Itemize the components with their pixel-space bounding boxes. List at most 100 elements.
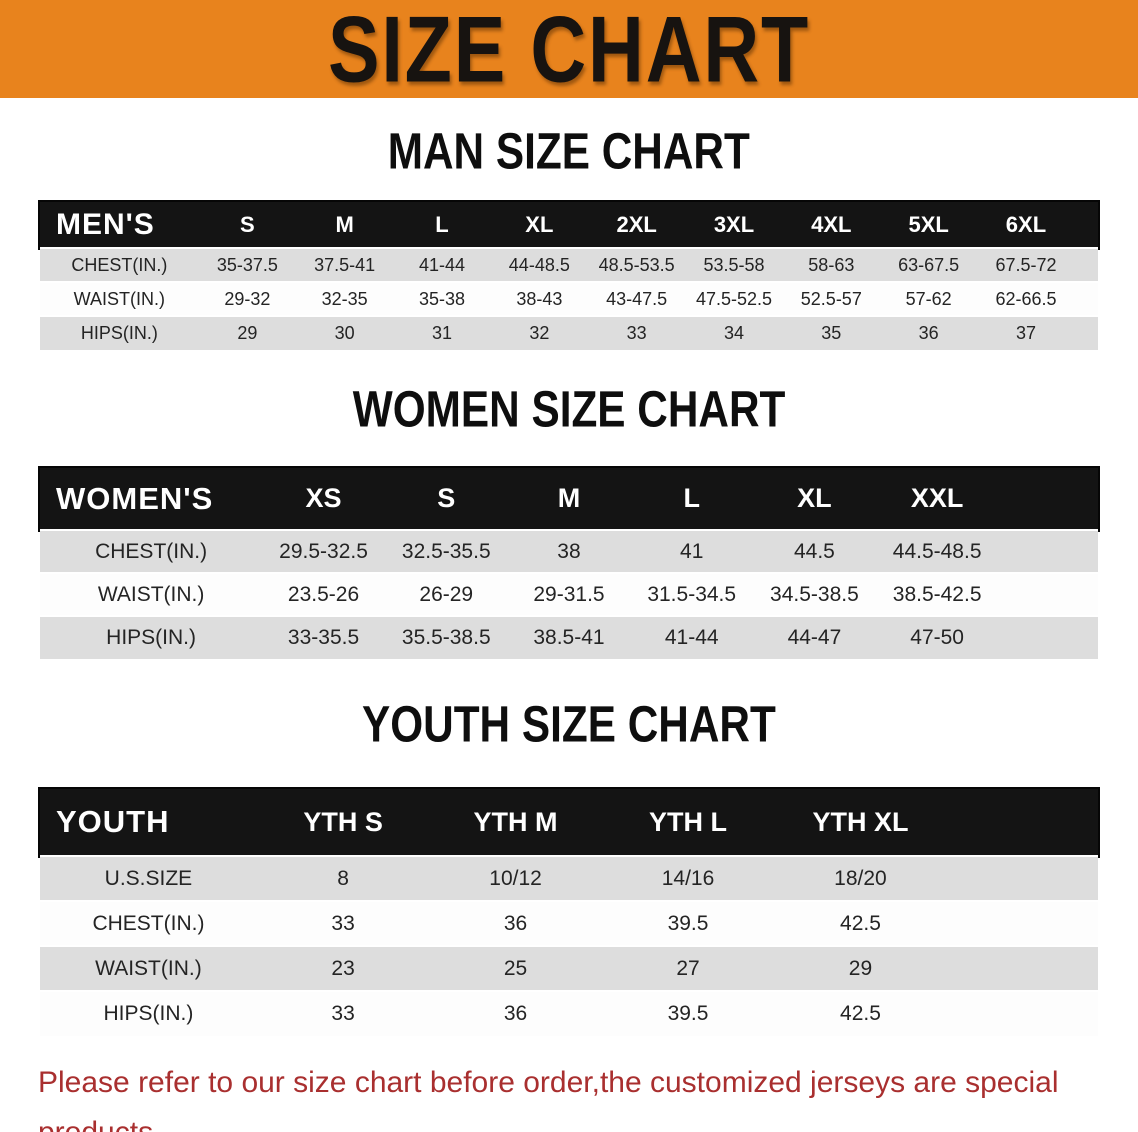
measure-value-cell: 38	[557, 539, 581, 563]
size-header-cell: YTH L	[649, 806, 727, 837]
measure-value-cell: 41	[680, 539, 704, 563]
measure-value-cell: 43-47.5	[606, 288, 668, 309]
measure-value-cell: 38.5-41	[533, 626, 605, 649]
measure-value-cell: 31.5-34.5	[647, 582, 737, 606]
measure-label-cell: WAIST(IN.)	[73, 288, 165, 309]
measure-label-cell: CHEST(IN.)	[95, 539, 208, 563]
measure-value-cell: 44.5-48.5	[892, 539, 982, 563]
size-header-cell: XXL	[910, 483, 964, 513]
measure-value-cell: 47.5-52.5	[695, 288, 773, 309]
measure-row: U.S.SIZE 8 10/12 14/16 18/20	[40, 856, 1098, 901]
measure-value-cell: 37.5-41	[314, 254, 376, 275]
disclaimer-text: Please refer to our size chart before or…	[38, 1058, 1138, 1132]
measure-row: WAIST(IN.) 23.5-26 26-29 29-31.5 31.5-34.5 34…	[40, 573, 1098, 616]
measure-value-cell: 35.5-38.5	[401, 626, 491, 649]
men-size-table: MEN'S S M L XL 2XL 3XL 4XL 5XL 6XL CHEST(IN.) 35-37…	[40, 202, 1098, 350]
size-header-cell: L	[683, 483, 700, 513]
measure-value-cell: 29-32	[224, 288, 271, 309]
table-title-cell: MEN'S	[56, 207, 155, 241]
table-title-cell: YOUTH	[56, 804, 170, 839]
measure-value-cell: 32-35	[321, 288, 368, 309]
measure-label-cell: U.S.SIZE	[104, 866, 193, 890]
row-spacer-cell	[999, 530, 1099, 573]
header-spacer-cell	[999, 468, 1099, 530]
header-row: MEN'S S M L XL 2XL 3XL 4XL 5XL 6XL	[40, 202, 1098, 248]
measure-value-cell: 29	[848, 956, 873, 980]
man-size-section: MAN SIZE CHART MEN'S S M L XL 2XL 3XL 4XL 5XL 6XL…	[0, 98, 1138, 350]
measure-value-cell: 53.5-58	[703, 254, 765, 275]
measure-value-cell: 37	[1015, 323, 1036, 343]
measure-value-cell: 35	[821, 323, 842, 343]
measure-label-cell: WAIST(IN.)	[97, 582, 205, 606]
youth-size-table: YOUTH YTH S YTH M YTH L YTH XL U.S.SIZE 8 10/12…	[40, 789, 1098, 1036]
measure-value-cell: 42.5	[840, 1002, 881, 1025]
row-spacer-cell	[999, 616, 1099, 659]
measure-label-cell: CHEST(IN.)	[71, 254, 168, 275]
size-header-cell: 5XL	[908, 211, 949, 237]
header-spacer-cell	[1075, 202, 1098, 248]
size-header-cell: YTH M	[473, 806, 558, 837]
measure-value-cell: 38-43	[516, 288, 563, 309]
women-size-section: WOMEN SIZE CHART WOMEN'S XS S M L XL XXL CHEST(…	[0, 350, 1138, 659]
measure-value-cell: 52.5-57	[800, 288, 862, 309]
measure-value-cell: 36	[503, 911, 528, 935]
measure-value-cell: 39.5	[667, 1002, 709, 1025]
measure-value-cell: 31	[431, 323, 453, 343]
row-spacer-cell	[999, 573, 1099, 616]
measure-row: CHEST(IN.) 35-37.5 37.5-41 41-44 44-48.5 48.5…	[40, 248, 1098, 282]
row-spacer-cell	[947, 901, 1098, 946]
measure-label-cell: CHEST(IN.)	[92, 911, 205, 935]
size-header-cell: XS	[305, 483, 342, 513]
measure-value-cell: 8	[337, 866, 349, 890]
measure-value-cell: 25	[503, 956, 528, 980]
measure-value-cell: 26-29	[419, 582, 474, 606]
row-spacer-cell	[1075, 248, 1098, 282]
size-header-cell: 3XL	[713, 211, 755, 237]
measure-row: WAIST(IN.) 23 25 27 29	[40, 946, 1098, 991]
measure-label-cell: HIPS(IN.)	[103, 1002, 194, 1025]
measure-label-cell: HIPS(IN.)	[106, 626, 197, 649]
measure-value-cell: 29-31.5	[533, 582, 605, 606]
measure-value-cell: 29	[237, 323, 258, 343]
measure-value-cell: 34.5-38.5	[770, 582, 859, 606]
row-spacer-cell	[1075, 316, 1098, 350]
measure-value-cell: 14/16	[661, 866, 715, 890]
row-spacer-cell	[947, 991, 1098, 1036]
measure-value-cell: 34	[723, 323, 744, 343]
man-size-heading: MAN SIZE CHART	[387, 122, 751, 180]
measure-row: CHEST(IN.) 29.5-32.5 32.5-35.5 38 41 44.5 44.5…	[40, 530, 1098, 573]
size-header-cell: 4XL	[811, 211, 852, 237]
size-header-cell: XL	[525, 211, 554, 237]
measure-value-cell: 44-48.5	[508, 254, 570, 275]
measure-value-cell: 58-63	[808, 254, 855, 275]
measure-label-cell: WAIST(IN.)	[95, 956, 202, 980]
measure-value-cell: 33	[626, 323, 647, 343]
measure-value-cell: 32.5-35.5	[401, 539, 491, 563]
size-header-cell: YTH XL	[812, 806, 909, 837]
measure-value-cell: 62-66.5	[995, 288, 1057, 309]
size-header-cell: S	[437, 483, 456, 513]
measure-value-cell: 57-62	[905, 288, 952, 309]
measure-row: WAIST(IN.) 29-32 32-35 35-38 38-43 43-47.5 47.…	[40, 282, 1098, 316]
measure-row: HIPS(IN.) 33 36 39.5 42.5	[40, 991, 1098, 1036]
measure-value-cell: 41-44	[418, 254, 466, 275]
size-header-cell: YTH S	[303, 806, 383, 837]
measure-value-cell: 42.5	[840, 911, 881, 935]
youth-size-heading: YOUTH SIZE CHART	[362, 695, 776, 753]
size-header-cell: M	[335, 211, 354, 237]
row-spacer-cell	[947, 856, 1098, 901]
measure-value-cell: 27	[676, 956, 700, 980]
measure-value-cell: 38.5-42.5	[892, 582, 982, 606]
header-spacer-cell	[947, 789, 1098, 856]
size-chart-title: SIZE CHART	[327, 0, 811, 102]
measure-label-cell: HIPS(IN.)	[80, 323, 158, 343]
size-chart-banner: SIZE CHART	[0, 0, 1138, 98]
row-spacer-cell	[1075, 282, 1098, 316]
size-header-cell: XL	[797, 483, 832, 513]
measure-value-cell: 44-47	[787, 626, 842, 649]
women-size-heading: WOMEN SIZE CHART	[352, 380, 786, 438]
women-size-table: WOMEN'S XS S M L XL XXL CHEST(IN.) 29.5-32.5 32.5…	[40, 468, 1098, 659]
size-header-cell: S	[240, 211, 255, 237]
measure-value-cell: 63-67.5	[898, 254, 960, 275]
row-spacer-cell	[947, 946, 1098, 991]
